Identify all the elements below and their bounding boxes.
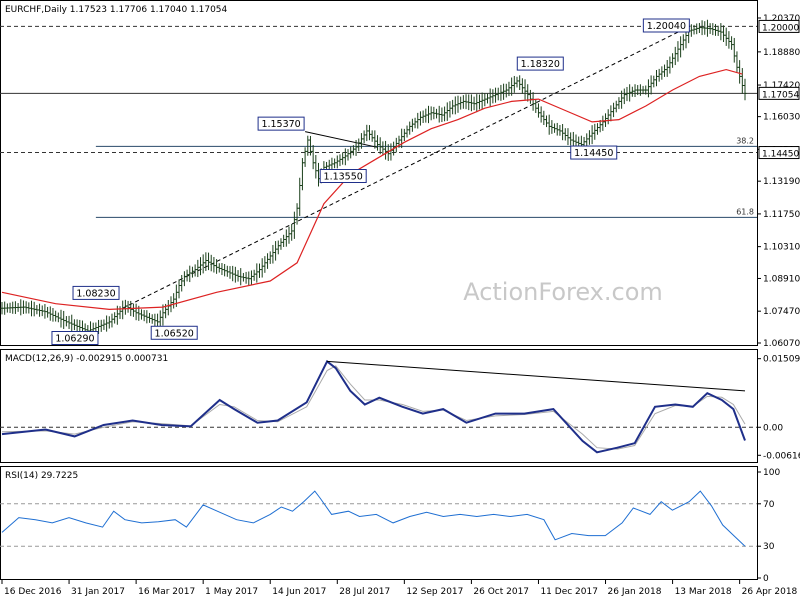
rsi-axis-tick-label: 30 xyxy=(763,542,775,552)
price-annotation: 1.08230 xyxy=(72,285,120,300)
price-annotation-box xyxy=(257,116,305,131)
price-annotation-box xyxy=(150,325,198,340)
price-axis-marker-box xyxy=(758,19,800,33)
main-panel-frame xyxy=(0,0,758,346)
macd-trendline xyxy=(327,360,746,392)
price-annotation-box xyxy=(642,18,690,33)
rsi-axis-tick-label: 0 xyxy=(763,574,769,584)
x-axis-tick-label: 13 Mar 2018 xyxy=(675,587,732,597)
price-annotation: 1.14450 xyxy=(570,145,618,160)
macd-axis-tick-label: 0.00 xyxy=(763,423,783,433)
x-axis-tick-label: 26 Jan 2018 xyxy=(608,587,662,597)
y-axis-tick-label: 1.16030 xyxy=(763,113,800,123)
y-axis-tick-label: 1.17420 xyxy=(763,81,800,91)
price-annotation: 1.20040 xyxy=(642,18,690,33)
macd-panel-frame xyxy=(0,349,758,463)
price-annotation-label: 1.20040 xyxy=(647,21,686,32)
x-axis-tick-label: 16 Mar 2017 xyxy=(138,587,195,597)
macd-axis-tick-label: -0.006163 xyxy=(763,451,800,461)
price-annotation: 1.06290 xyxy=(51,331,99,345)
x-axis-tick-label: 11 Dec 2017 xyxy=(540,587,598,597)
price-annotation-label: 1.13550 xyxy=(324,172,363,183)
watermark-text: ActionForex.com xyxy=(463,278,663,306)
y-axis-tick-label: 1.06070 xyxy=(763,339,800,349)
price-annotation-box xyxy=(51,331,99,345)
macd-main-line xyxy=(1,359,746,454)
rsi-panel-frame xyxy=(0,466,758,580)
y-axis-tick-label: 1.08910 xyxy=(763,274,800,284)
macd-axis-tick-label: 0.015092 xyxy=(763,355,800,365)
price-axis-marker-label: 1.20000 xyxy=(762,23,799,33)
trendline xyxy=(122,25,692,309)
fib-level-label: 61.8 xyxy=(736,207,754,216)
x-axis-tick-label: 26 Apr 2018 xyxy=(742,587,798,597)
sma-line xyxy=(1,68,743,311)
price-axis-marker: 1.20000 xyxy=(758,19,800,33)
price-annotation-label: 1.14450 xyxy=(574,148,613,159)
main-chart-title: EURCHF,Daily 1.17523 1.17706 1.17040 1.1… xyxy=(5,5,228,15)
price-annotation-label: 1.18320 xyxy=(521,59,560,70)
y-axis-tick-label: 1.20370 xyxy=(763,14,800,24)
fib-level-label: 38.2 xyxy=(736,136,754,145)
price-annotation-box xyxy=(319,169,367,183)
price-annotation: 1.06520 xyxy=(150,325,198,340)
price-annotation-label: 1.06520 xyxy=(155,328,194,339)
price-axis-marker-box xyxy=(758,86,800,100)
rsi-axis-tick-label: 70 xyxy=(763,500,775,510)
price-annotation: 1.15370 xyxy=(257,116,305,131)
rsi-layer xyxy=(0,490,757,547)
macd-title: MACD(12,26,9) -0.002915 0.000731 xyxy=(5,354,168,364)
macd-layer xyxy=(0,359,757,454)
y-axis-tick-label: 1.18880 xyxy=(763,48,800,58)
rsi-title: RSI(14) 29.7225 xyxy=(5,471,78,481)
x-axis-tick-label: 28 Jul 2017 xyxy=(339,587,390,597)
price-annotation-box xyxy=(570,145,618,160)
axis-layer: 1.203701.188801.174201.160301.145901.131… xyxy=(1,14,800,597)
price-axis-marker-box xyxy=(758,146,800,160)
main-price-layer: 38.2 61.8 1.20040 1.18320 1.15370 1.13550 1.14… xyxy=(0,18,757,345)
y-axis-tick-label: 1.07470 xyxy=(763,307,800,317)
price-axis-marker: 1.17054 xyxy=(758,86,800,100)
y-axis-tick-label: 1.13190 xyxy=(763,177,800,187)
price-annotation-box xyxy=(516,56,564,71)
price-bar xyxy=(743,78,747,101)
x-axis-tick-label: 1 May 2017 xyxy=(205,587,258,597)
price-axis-marker-label: 1.14450 xyxy=(762,150,799,160)
rsi-axis-tick-label: 100 xyxy=(763,468,780,478)
price-annotation: 1.13550 xyxy=(319,169,367,183)
x-axis-tick-label: 26 Oct 2017 xyxy=(473,587,529,597)
rsi-line xyxy=(1,490,746,547)
trendline xyxy=(304,131,378,148)
x-axis-tick-label: 14 Jun 2017 xyxy=(272,587,326,597)
y-axis-tick-label: 1.10310 xyxy=(763,243,800,253)
x-axis-tick-label: 31 Jan 2017 xyxy=(71,587,125,597)
price-axis-marker-label: 1.17054 xyxy=(762,90,799,100)
price-annotation-box xyxy=(72,285,120,300)
x-axis-tick-label: 16 Dec 2016 xyxy=(4,587,62,597)
price-axis-marker: 1.14450 xyxy=(758,146,800,160)
x-axis-tick-label: 12 Sep 2017 xyxy=(406,587,463,597)
price-annotation: 1.18320 xyxy=(516,56,564,71)
price-annotation-label: 1.15370 xyxy=(261,119,300,130)
y-axis-tick-label: 1.11750 xyxy=(763,210,800,220)
price-annotation-label: 1.06290 xyxy=(55,334,94,345)
price-annotation-label: 1.08230 xyxy=(76,288,115,299)
